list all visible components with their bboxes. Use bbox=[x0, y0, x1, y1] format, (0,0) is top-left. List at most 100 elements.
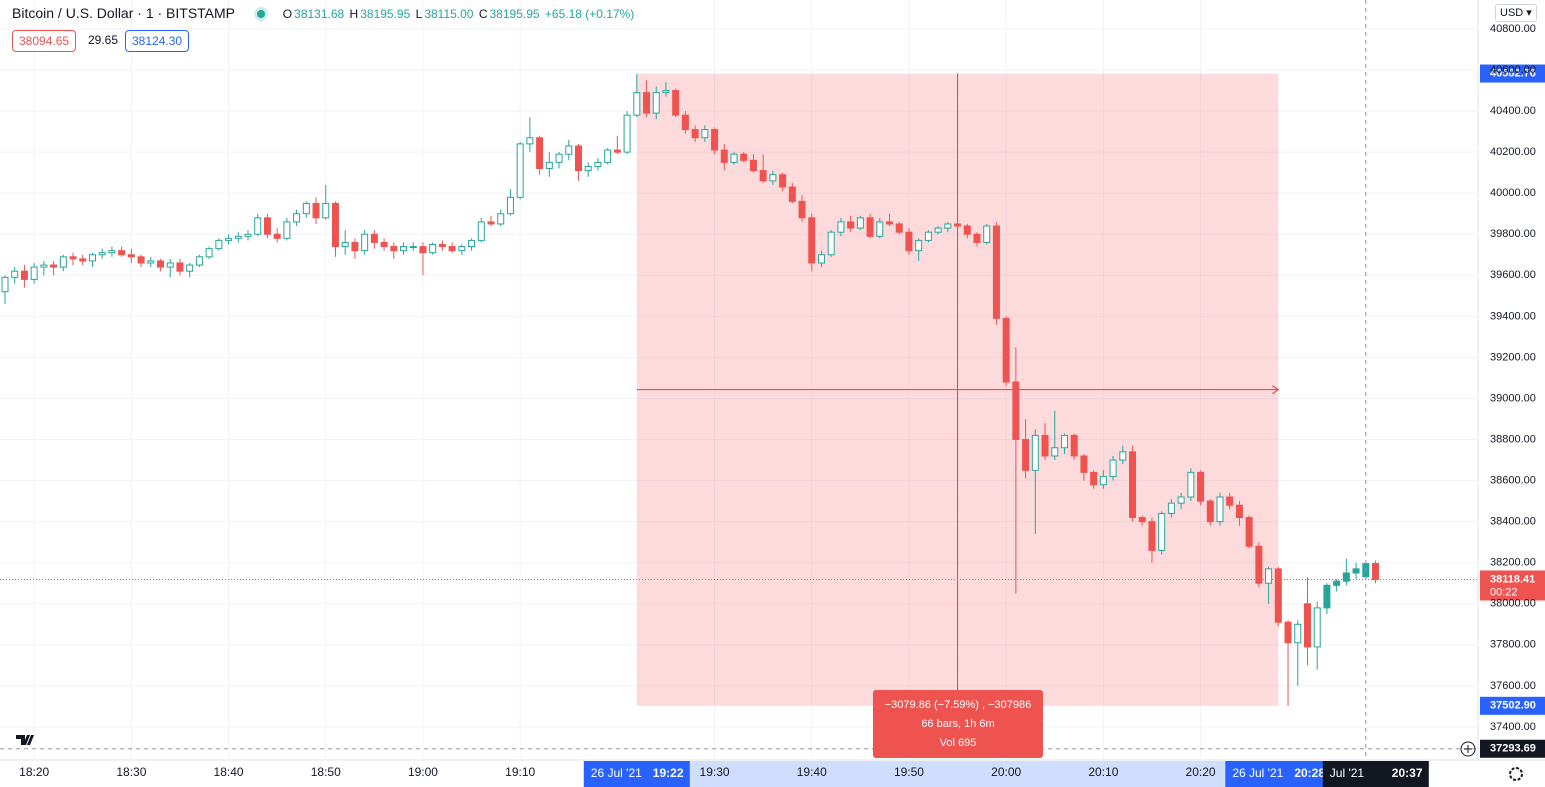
candle-body bbox=[730, 153, 738, 163]
x-tick-label: 19:30 bbox=[700, 765, 730, 779]
candle-body bbox=[312, 202, 320, 219]
sell-button[interactable]: 38094.65 bbox=[12, 30, 77, 52]
ohlc-key: L bbox=[415, 7, 423, 21]
candle-body bbox=[487, 221, 495, 225]
candle-body bbox=[594, 161, 602, 167]
currency-select[interactable]: USD ▾ bbox=[1495, 4, 1537, 22]
candle-body bbox=[1294, 623, 1302, 644]
ohlc-value: 38195.95 bbox=[489, 7, 540, 21]
legend: Bitcoin / U.S. Dollar · 1 · BITSTAMP O 38… bbox=[12, 5, 638, 21]
candle-body bbox=[1342, 572, 1350, 582]
candle-body bbox=[1303, 603, 1311, 648]
candle-body bbox=[1119, 451, 1127, 461]
candle-body bbox=[1274, 568, 1282, 623]
candle-body bbox=[691, 129, 699, 139]
candle-body bbox=[720, 149, 728, 163]
candle-body bbox=[1323, 584, 1331, 609]
candle-body bbox=[837, 221, 845, 233]
x-tick-label: 19:10 bbox=[505, 765, 535, 779]
candle-body bbox=[458, 246, 466, 252]
candle-body bbox=[370, 233, 378, 243]
candle-body bbox=[234, 235, 242, 239]
currency: USD bbox=[1500, 7, 1524, 19]
crosshair-time-label-date: Jul '21 bbox=[1330, 766, 1365, 780]
y-tick-label: 39200.00 bbox=[1490, 351, 1536, 363]
candle-body bbox=[1138, 517, 1146, 523]
y-tick-label: 38200.00 bbox=[1490, 557, 1536, 569]
candle-body bbox=[847, 221, 855, 229]
candle-body bbox=[263, 217, 271, 235]
candle-body bbox=[69, 256, 77, 260]
candle-body bbox=[1187, 471, 1195, 498]
x-tick-label: 19:50 bbox=[894, 765, 924, 779]
candle-body bbox=[147, 260, 155, 264]
candle-body bbox=[963, 225, 971, 235]
time-range-band bbox=[636, 761, 1279, 787]
candle-body bbox=[545, 161, 553, 170]
candle-body bbox=[604, 149, 612, 163]
candle-body bbox=[779, 174, 787, 188]
measure-arrow bbox=[1272, 385, 1280, 395]
x-tick-label: 18:50 bbox=[311, 765, 341, 779]
candle-body bbox=[1041, 434, 1049, 457]
candle-body bbox=[506, 196, 514, 215]
measure-text: Vol 695 bbox=[940, 737, 977, 749]
candle-body bbox=[1372, 563, 1380, 580]
measure-to-label-date: 26 Jul '21 bbox=[1232, 766, 1283, 780]
y-tick-label: 40800.00 bbox=[1490, 23, 1536, 35]
candle-body bbox=[1333, 580, 1341, 586]
ohlc-key: O bbox=[282, 7, 293, 21]
candle-body bbox=[876, 221, 884, 237]
ohlc-key: C bbox=[478, 7, 488, 21]
candle-body bbox=[205, 248, 213, 258]
candle-body bbox=[30, 266, 38, 280]
measure-text: 66 bars, 1h 6m bbox=[921, 718, 994, 730]
crosshair-time-label-time: 20:37 bbox=[1392, 766, 1423, 780]
y-tick-label: 37800.00 bbox=[1490, 639, 1536, 651]
y-tick-label: 38400.00 bbox=[1490, 516, 1536, 528]
change: +65.18 (+0.17%) bbox=[544, 7, 635, 21]
last-price-label-countdown: 00:22 bbox=[1490, 586, 1518, 598]
ohlc-value: 38115.00 bbox=[424, 7, 474, 21]
buy-button[interactable]: 38124.30 bbox=[125, 30, 190, 52]
measure-low-label-bg bbox=[1480, 696, 1545, 715]
candle-body bbox=[565, 145, 573, 155]
spread: 29.65 bbox=[88, 33, 119, 47]
candle-body bbox=[400, 246, 408, 252]
candle-body bbox=[40, 264, 48, 268]
crosshair-price-label: 37293.69 bbox=[1490, 743, 1536, 755]
candle-body bbox=[1031, 434, 1039, 471]
measure-to-label-time: 20:28 bbox=[1294, 766, 1325, 780]
candle-body bbox=[798, 200, 806, 219]
candle-body bbox=[886, 221, 894, 225]
candle-body bbox=[1022, 439, 1030, 471]
candle-body bbox=[1129, 451, 1137, 519]
candle-body bbox=[497, 213, 505, 225]
add-icon bbox=[1464, 745, 1472, 753]
crosshair-price-label-bg bbox=[1480, 739, 1545, 758]
candle-body bbox=[992, 225, 1000, 319]
candle-body bbox=[1090, 471, 1098, 486]
candle-body bbox=[50, 264, 58, 268]
y-tick-label: 39400.00 bbox=[1490, 310, 1536, 322]
settings-button[interactable] bbox=[1509, 767, 1523, 781]
candles bbox=[1, 74, 1380, 706]
candle-body bbox=[924, 231, 932, 241]
candle-body bbox=[536, 137, 544, 170]
candle-body bbox=[662, 90, 670, 94]
candle-body bbox=[166, 262, 174, 268]
candle-body bbox=[273, 233, 281, 239]
candle-body bbox=[322, 202, 330, 219]
add-button[interactable] bbox=[1460, 741, 1476, 757]
candle-body bbox=[1060, 434, 1068, 449]
candle-body bbox=[1051, 447, 1059, 457]
candle-body bbox=[361, 233, 369, 252]
candle-body bbox=[574, 145, 582, 172]
candle-body bbox=[788, 186, 796, 202]
candle-body bbox=[1313, 607, 1321, 648]
candle-body bbox=[954, 223, 962, 227]
candle-body bbox=[468, 239, 476, 248]
candle-body bbox=[1177, 496, 1185, 504]
